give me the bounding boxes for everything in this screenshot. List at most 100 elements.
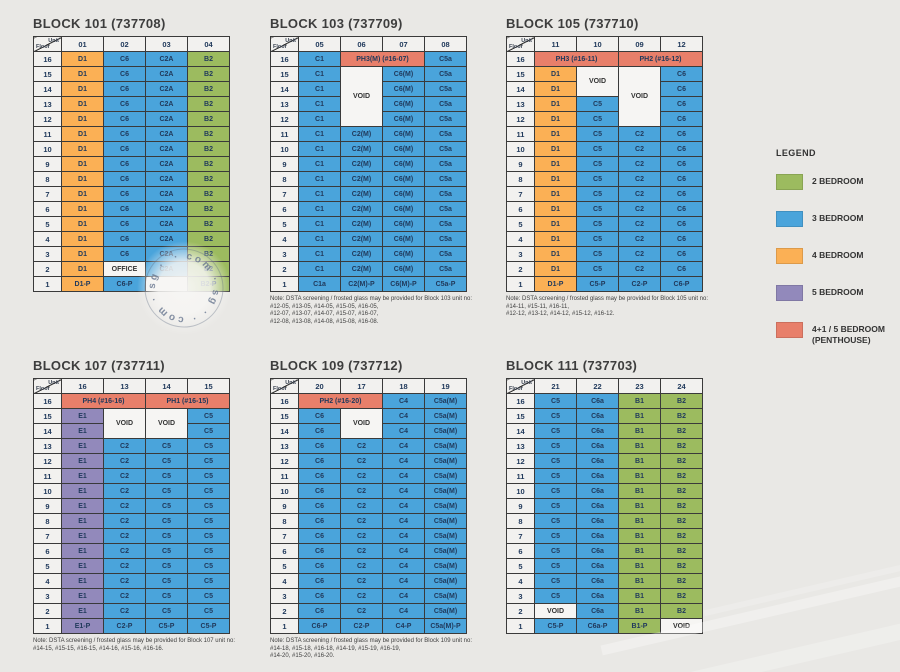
- unit-cell-c2: C2: [618, 201, 661, 217]
- unit-cell-b2: B2: [187, 171, 230, 187]
- floor-label: 2: [270, 261, 299, 277]
- unit-cell-c5: C5: [187, 543, 230, 559]
- unit-cell-c6: C6: [298, 588, 341, 604]
- unit-cell-b2-p: B2-P: [187, 276, 230, 292]
- unit-cell-c6: C6: [298, 453, 341, 469]
- unit-cell-c1: C1: [298, 231, 341, 247]
- unit-cell-c5: C5: [534, 423, 577, 439]
- block-111-section: BLOCK 111 (737703) Unit Floor 21 22 23 24 16 C5…: [506, 358, 716, 638]
- unit-cell-c2-m: C2(M): [340, 186, 383, 202]
- unit-cell-c6a: C6a: [576, 408, 619, 424]
- floor-label: 14: [33, 423, 62, 439]
- unit-cell-c2-p: C2-P: [340, 618, 383, 634]
- floor-label: 7: [506, 186, 535, 202]
- unit-cell-c6: C6: [660, 261, 703, 277]
- unit-cell-b1: B1: [618, 438, 661, 454]
- unit-cell-c6: C6: [298, 543, 341, 559]
- unit-cell-e1: E1: [61, 498, 104, 514]
- block-title: BLOCK 107 (737711): [33, 358, 165, 373]
- unit-column-header: 09: [618, 36, 661, 52]
- unit-cell-void: VOID: [340, 408, 383, 439]
- unit-cell-c5a: C5a: [424, 156, 467, 172]
- unit-cell-d1: D1: [61, 81, 104, 97]
- floor-label: 14: [270, 423, 299, 439]
- unit-cell-c1: C1: [298, 66, 341, 82]
- unit-cell-c4: C4: [382, 543, 425, 559]
- unit-cell-c5a: C5a: [424, 66, 467, 82]
- unit-cell-c5: C5: [187, 438, 230, 454]
- unit-cell-c6a: C6a: [576, 513, 619, 529]
- unit-cell-c2a: C2A: [145, 186, 188, 202]
- unit-cell-c5: C5: [576, 216, 619, 232]
- unit-cell-b2: B2: [660, 588, 703, 604]
- unit-cell-c5: C5: [534, 453, 577, 469]
- note-line: #12-07, #13-07, #14-07, #15-07, #16-07,: [270, 311, 379, 317]
- unit-cell-d1: D1: [61, 216, 104, 232]
- floor-label: 10: [270, 483, 299, 499]
- floor-label: 13: [33, 96, 62, 112]
- floor-label: 1: [270, 618, 299, 634]
- unit-cell-ph3-16-11: PH3 (#16-11): [534, 51, 619, 67]
- unit-cell-c1: C1: [298, 246, 341, 262]
- unit-cell-c1: C1: [298, 111, 341, 127]
- unit-cell-d1: D1: [61, 156, 104, 172]
- unit-cell-d1: D1: [61, 186, 104, 202]
- unit-cell-c6: C6: [298, 528, 341, 544]
- floor-label: 6: [33, 543, 62, 559]
- unit-cell-b2: B2: [187, 186, 230, 202]
- floor-label: 4: [506, 573, 535, 589]
- corner-unit-floor-label: Unit Floor: [506, 36, 535, 52]
- unit-cell-c5a-m: C5a(M): [424, 603, 467, 619]
- unit-cell-c5: C5: [576, 186, 619, 202]
- legend-label: 3 BEDROOM: [812, 213, 864, 223]
- unit-cell-c5a: C5a: [424, 126, 467, 142]
- unit-cell-c5a-m: C5a(M): [424, 483, 467, 499]
- unit-cell-c5: C5: [534, 468, 577, 484]
- unit-cell-b2: B2: [187, 81, 230, 97]
- floor-label: 6: [506, 543, 535, 559]
- unit-cell-c5: C5: [576, 201, 619, 217]
- unit-cell-c6: C6: [298, 408, 341, 424]
- floor-label: 11: [270, 468, 299, 484]
- unit-cell-c1: C1: [298, 81, 341, 97]
- unit-cell-d1: D1: [61, 231, 104, 247]
- floor-label: 5: [33, 558, 62, 574]
- floor-label: 15: [506, 66, 535, 82]
- unit-cell-c1: C1: [298, 51, 341, 67]
- unit-cell-c5a-m: C5a(M): [424, 393, 467, 409]
- unit-cell-c5a-m: C5a(M): [424, 573, 467, 589]
- unit-column-header: 21: [534, 378, 577, 394]
- legend-title: LEGEND: [776, 148, 816, 158]
- unit-column-header: 03: [145, 36, 188, 52]
- unit-cell-c2: C2: [340, 453, 383, 469]
- corner-unit-floor-label: Unit Floor: [33, 378, 62, 394]
- unit-cell-c6a: C6a: [576, 483, 619, 499]
- floor-label: 16: [506, 393, 535, 409]
- unit-cell-e1: E1: [61, 438, 104, 454]
- floor-label: 9: [270, 156, 299, 172]
- unit-cell-void: VOID: [660, 618, 703, 634]
- floor-label: 5: [506, 216, 535, 232]
- unit-cell-c4: C4: [382, 573, 425, 589]
- floor-label: 10: [506, 483, 535, 499]
- unit-cell-c6: C6: [298, 423, 341, 439]
- block-105-section: BLOCK 105 (737710) Unit Floor 11 10 09 12 16 PH…: [506, 16, 716, 319]
- unit-cell-c2: C2: [103, 468, 146, 484]
- unit-cell-c6: C6: [103, 96, 146, 112]
- unit-cell-b2: B2: [660, 438, 703, 454]
- unit-cell-c2: C2: [103, 498, 146, 514]
- unit-cell-c5a-m: C5a(M): [424, 498, 467, 514]
- floor-label: 8: [33, 171, 62, 187]
- unit-column-header: 14: [145, 378, 188, 394]
- unit-cell-e1: E1: [61, 603, 104, 619]
- unit-cell-c5: C5: [145, 573, 188, 589]
- unit-cell-d1: D1: [61, 141, 104, 157]
- unit-cell-c5a-m: C5a(M): [424, 423, 467, 439]
- corner-unit-floor-label: Unit Floor: [506, 378, 535, 394]
- unit-cell-ph2-16-12: PH2 (#16-12): [618, 51, 703, 67]
- note-line: Note: DSTA screening / frosted glass may…: [270, 638, 472, 644]
- block-note: Note: DSTA screening / frosted glass may…: [33, 638, 243, 653]
- unit-cell-d1: D1: [534, 126, 577, 142]
- unit-cell-c5a: C5a: [424, 186, 467, 202]
- unit-cell-c5: C5: [576, 156, 619, 172]
